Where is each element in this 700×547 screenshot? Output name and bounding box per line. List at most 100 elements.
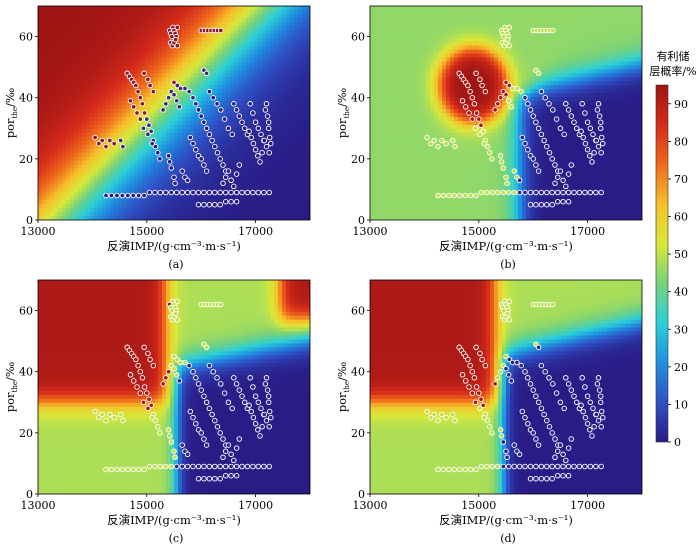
heatmap-cell <box>98 9 103 15</box>
heatmap-cell <box>290 73 295 78</box>
heatmap-cell <box>282 204 287 209</box>
heatmap-cell <box>134 160 139 166</box>
heatmap-cell <box>246 116 251 122</box>
heatmap-cell <box>298 168 303 174</box>
heatmap-cell <box>282 172 287 177</box>
heatmap-cell <box>102 77 107 82</box>
heatmap-cell <box>286 53 291 59</box>
heatmap-cell <box>90 69 95 74</box>
heatmap-cell <box>218 53 223 59</box>
heatmap-cell <box>370 77 375 82</box>
heatmap-cell <box>38 29 43 35</box>
heatmap-cell <box>70 81 75 86</box>
heatmap-cell <box>186 85 191 90</box>
heatmap-cell <box>258 216 263 220</box>
heatmap-cell <box>170 204 175 209</box>
heatmap-cell <box>42 53 47 59</box>
heatmap-cell <box>254 93 259 98</box>
heatmap-cell <box>50 188 55 193</box>
heatmap-cell <box>386 184 391 189</box>
heatmap-cell <box>370 85 375 90</box>
heatmap-cell <box>370 101 375 106</box>
heatmap-cell <box>302 65 307 70</box>
heatmap-cell <box>42 41 47 47</box>
heatmap-cell <box>418 37 423 43</box>
heatmap-cell <box>162 148 167 154</box>
heatmap-cell <box>390 120 395 126</box>
heatmap-cell <box>434 116 439 122</box>
heatmap-cell <box>194 128 199 134</box>
heatmap-cell <box>162 9 167 15</box>
heatmap-cell <box>86 29 91 35</box>
heatmap-cell <box>414 89 419 94</box>
heatmap-cell <box>82 176 87 181</box>
heatmap-cell <box>238 61 243 67</box>
heatmap-cell <box>402 93 407 98</box>
heatmap-cell <box>274 57 279 63</box>
heatmap-cell <box>106 180 111 185</box>
heatmap-cell <box>114 17 119 23</box>
heatmap-cell <box>206 6 211 11</box>
heatmap-cell <box>374 89 379 94</box>
heatmap-cell <box>222 29 227 35</box>
heatmap-cell <box>86 168 91 174</box>
heatmap-cell <box>402 168 407 174</box>
heatmap-cell <box>78 6 83 11</box>
heatmap-cell <box>298 164 303 170</box>
heatmap-cell <box>50 57 55 63</box>
heatmap-cell <box>294 105 299 110</box>
heatmap-cell <box>278 69 283 74</box>
heatmap-cell <box>446 61 451 67</box>
heatmap-cell <box>54 192 59 197</box>
heatmap-cell <box>182 212 187 217</box>
heatmap-cell <box>242 144 247 150</box>
heatmap-cell <box>46 192 51 197</box>
heatmap-cell <box>66 132 71 138</box>
well-point <box>140 125 147 132</box>
heatmap-cell <box>134 77 139 82</box>
heatmap-cell <box>214 45 219 51</box>
heatmap-cell <box>438 69 443 74</box>
heatmap-cell <box>298 105 303 110</box>
heatmap-cell <box>246 124 251 130</box>
heatmap-cell <box>54 172 59 177</box>
heatmap-cell <box>150 29 155 35</box>
heatmap-cell <box>210 21 215 27</box>
heatmap-cell <box>210 45 215 51</box>
heatmap-cell <box>38 212 43 217</box>
heatmap-cell <box>390 53 395 59</box>
heatmap-cell <box>46 57 51 63</box>
heatmap-cell <box>418 172 423 177</box>
heatmap-cell <box>206 120 211 126</box>
heatmap-cell <box>98 164 103 170</box>
heatmap-cell <box>378 140 383 146</box>
heatmap-cell <box>50 21 55 27</box>
heatmap-cell <box>382 168 387 174</box>
heatmap-cell <box>94 9 99 15</box>
heatmap-cell <box>174 204 179 209</box>
heatmap-cell <box>422 212 427 217</box>
heatmap-cell <box>278 61 283 67</box>
heatmap-cell <box>378 57 383 63</box>
heatmap-cell <box>82 204 87 209</box>
heatmap-cell <box>102 148 107 154</box>
heatmap-cell <box>278 73 283 78</box>
heatmap-cell <box>126 61 131 67</box>
heatmap-cell <box>62 93 67 98</box>
heatmap-cell <box>430 97 435 102</box>
heatmap-cell <box>162 105 167 110</box>
heatmap-cell <box>42 176 47 181</box>
heatmap-cell <box>138 156 143 162</box>
heatmap-cell <box>170 49 175 55</box>
well-point <box>239 189 245 196</box>
heatmap-cell <box>242 216 247 220</box>
heatmap-cell <box>54 168 59 174</box>
heatmap-cell <box>186 81 191 86</box>
heatmap-cell <box>154 69 159 74</box>
heatmap-cell <box>142 164 147 170</box>
heatmap-cell <box>66 9 71 15</box>
heatmap-cell <box>154 124 159 130</box>
heatmap-cell <box>110 105 115 110</box>
heatmap-cell <box>282 37 287 43</box>
heatmap-cell <box>438 49 443 55</box>
